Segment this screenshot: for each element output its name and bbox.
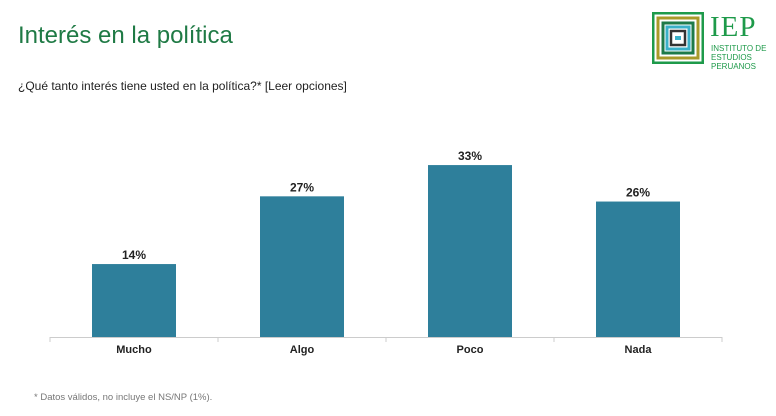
logo-text: IEP — [710, 11, 757, 43]
logo-line: PERUANOS — [711, 62, 756, 71]
bar-algo — [260, 196, 344, 337]
data-label: 27% — [290, 180, 314, 194]
logo-emblem-icon — [652, 12, 704, 64]
footnote: * Datos válidos, no incluye el NS/NP (1%… — [34, 392, 213, 403]
question-subtitle: ¿Qué tanto interés tiene usted en la pol… — [18, 79, 347, 93]
bar-poco — [428, 165, 512, 337]
category-label: Algo — [290, 344, 315, 356]
bar-mucho — [92, 264, 176, 337]
data-label: 14% — [122, 248, 146, 262]
logo-line: ESTUDIOS — [711, 53, 752, 62]
page-title: Interés en la política — [18, 22, 233, 49]
category-label: Mucho — [116, 344, 152, 356]
data-label: 33% — [458, 149, 482, 163]
logo-line: INSTITUTO DE — [711, 44, 767, 53]
bar-nada — [596, 201, 680, 337]
category-label: Nada — [625, 344, 653, 356]
data-label: 26% — [626, 186, 650, 200]
category-label: Poco — [457, 344, 484, 356]
